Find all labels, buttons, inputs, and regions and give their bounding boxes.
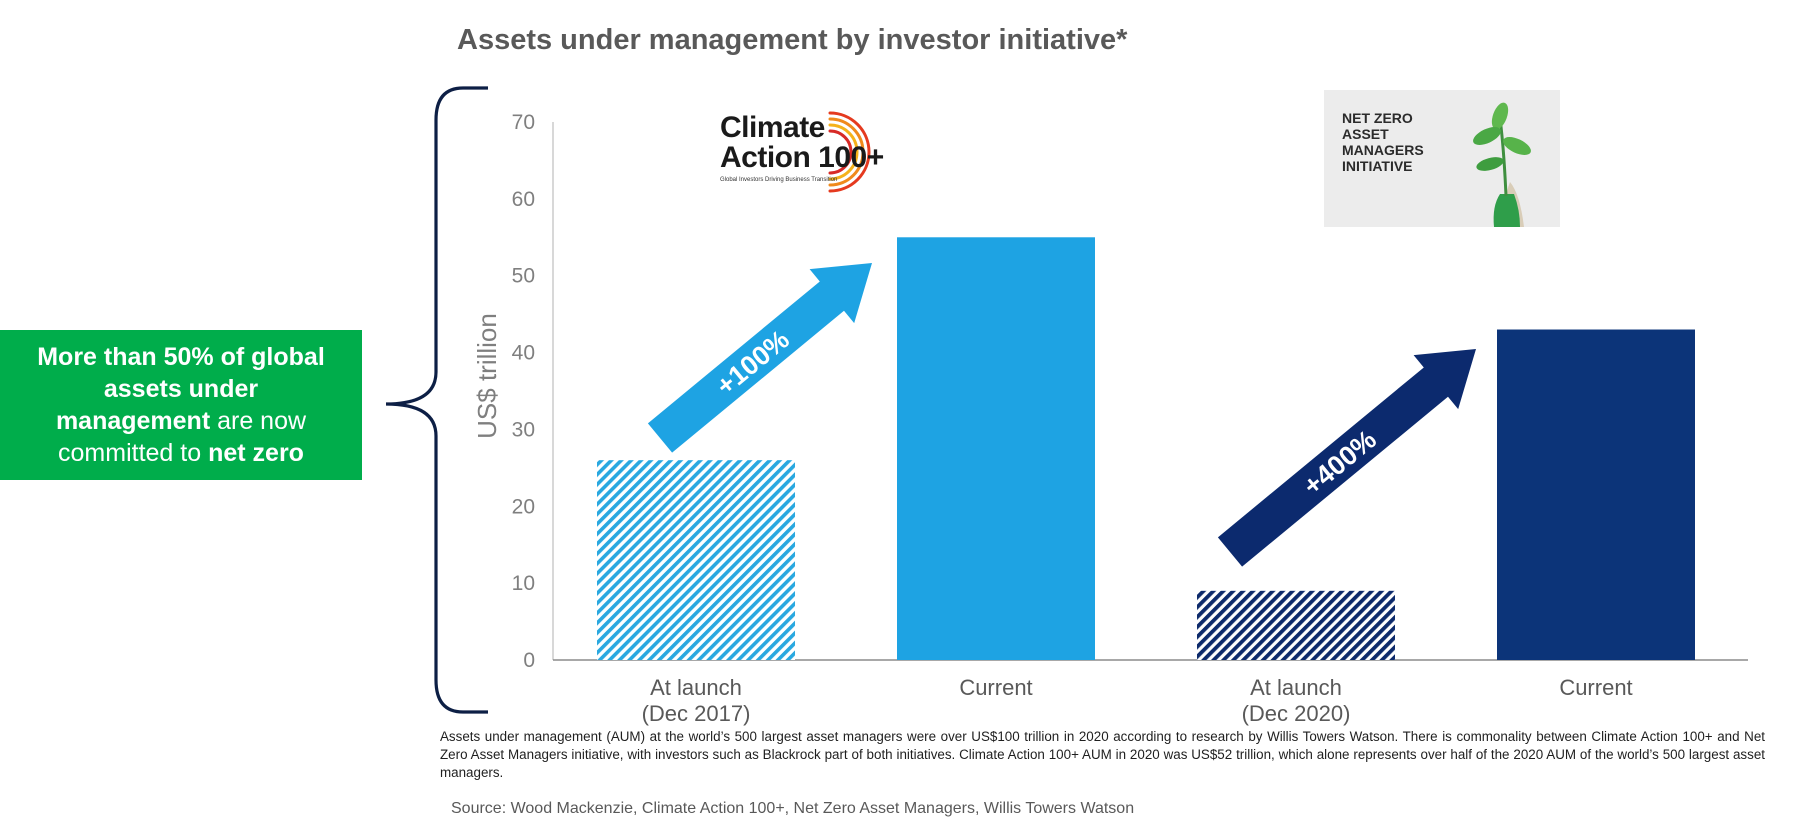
climate-logo-tagline: Global Investors Driving Business Transi… (720, 177, 838, 183)
arrow-shape (647, 263, 873, 453)
net-zero-asset-managers-logo: NET ZERO ASSET MANAGERS INITIATIVE (1324, 90, 1560, 227)
y-tick-label: 0 (523, 649, 535, 672)
y-tick-label: 40 (512, 342, 535, 365)
y-axis-label: US$ trillion (472, 313, 502, 439)
source-note: Source: Wood Mackenzie, Climate Action 1… (451, 800, 1135, 817)
x-tick-label-line2: (Dec 2017) (642, 701, 751, 726)
arrow-shape (1217, 348, 1477, 567)
callout-bold-net-zero: net zero (208, 439, 304, 467)
plant-icon (1473, 102, 1531, 227)
growth-arrow-1: +100% (647, 263, 873, 453)
x-tick-label-line2: (Dec 2020) (1242, 701, 1351, 726)
x-tick-label: At launch (1250, 675, 1342, 700)
callout-bold-text: More than 50% of global assets under man… (37, 343, 325, 435)
growth-arrow-2: +400% (1217, 348, 1477, 567)
y-tick-label: 70 (512, 111, 535, 134)
climate-action-100-logo: Climate Action 100+ Global Investors Dri… (712, 105, 892, 205)
net-zero-logo-text: NET ZERO ASSET MANAGERS INITIATIVE (1342, 110, 1424, 174)
bar-1 (597, 460, 795, 660)
bar-3 (1197, 590, 1395, 660)
climate-logo-line2: Action 100+ (720, 141, 884, 174)
y-tick-label: 30 (512, 418, 535, 441)
y-tick-label: 10 (512, 572, 535, 595)
net-zero-callout: More than 50% of global assets under man… (0, 330, 362, 480)
x-tick-label: At launch (650, 675, 742, 700)
callout-text: are now committed to (58, 407, 307, 467)
footnote: Assets under management (AUM) at the wor… (440, 729, 1765, 780)
y-tick-label: 50 (512, 265, 535, 288)
climate-logo-line1: Climate (720, 111, 825, 144)
x-tick-label: Current (1559, 675, 1632, 700)
bar-2 (897, 237, 1095, 661)
y-tick-label: 60 (512, 188, 535, 211)
bar-4 (1497, 329, 1695, 660)
x-tick-label: Current (959, 675, 1032, 700)
chart-title: Assets under management by investor init… (457, 24, 1128, 56)
y-tick-label: 20 (512, 495, 535, 518)
brace (385, 86, 488, 714)
